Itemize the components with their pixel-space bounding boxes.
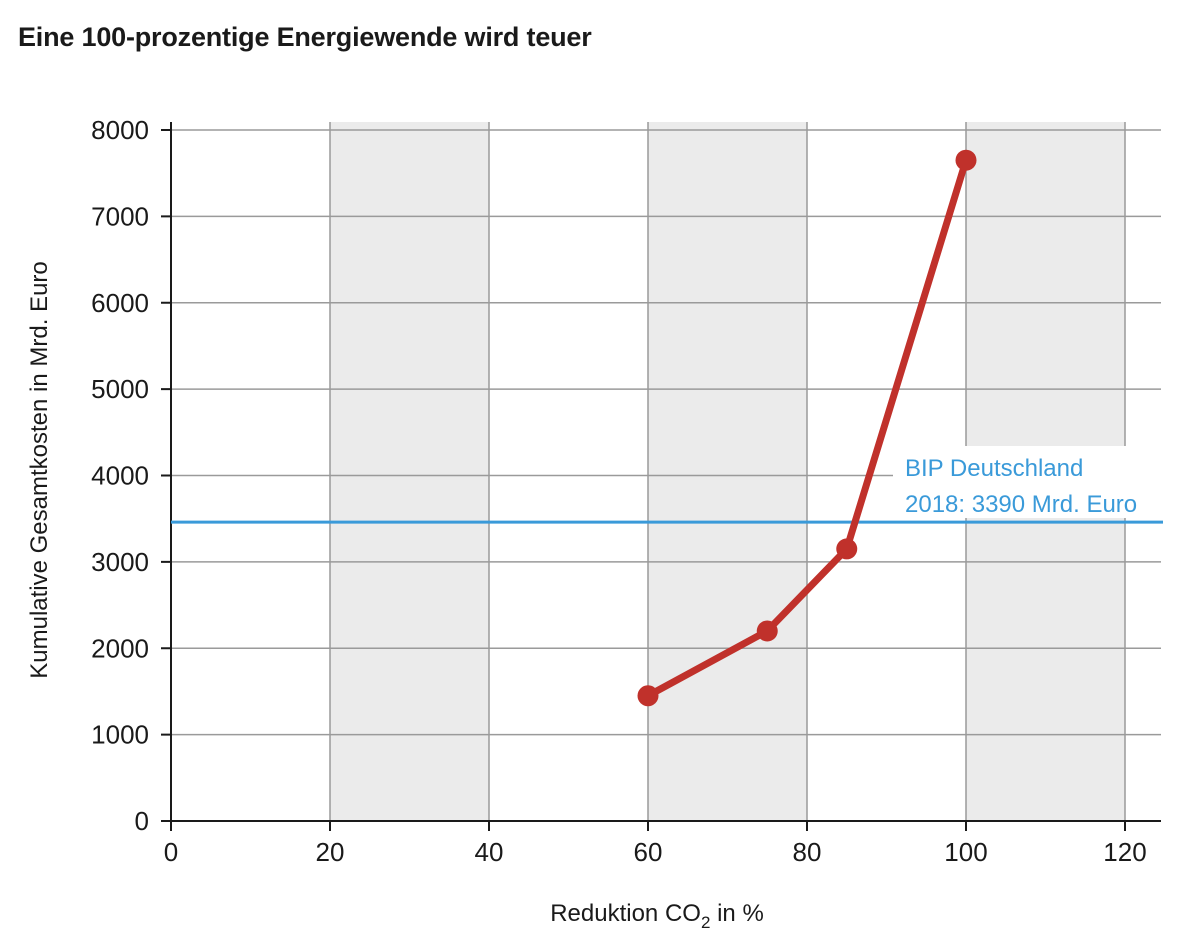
shaded-bands xyxy=(330,122,1125,821)
x-tick-label-40: 40 xyxy=(475,837,504,867)
data-point-1 xyxy=(756,620,778,642)
x-tick-label-80: 80 xyxy=(793,837,822,867)
reference-label-line2: 2018: 3390 Mrd. Euro xyxy=(905,491,1137,518)
series-line-0 xyxy=(644,156,970,700)
axes: 0 1000 2000 3000 4000 5000 6000 7000 8000 0 20 40 60… xyxy=(91,115,1161,867)
reference-line-group: BIP Deutschland 2018: 3390 Mrd. Euro xyxy=(171,446,1163,524)
shaded-band-1 xyxy=(648,122,807,821)
y-tick-label-8000: 8000 xyxy=(91,115,149,145)
y-tick-label-3000: 3000 xyxy=(91,547,149,577)
x-axis-label: Reduktion CO2 in % xyxy=(550,900,764,932)
shaded-band-0 xyxy=(330,122,489,821)
reference-label-background xyxy=(893,446,1161,518)
axis-labels: Kumulative Gesamtkosten in Mrd. Euro Red… xyxy=(26,261,764,932)
y-tick-label-2000: 2000 xyxy=(91,633,149,663)
series-group xyxy=(637,149,977,707)
y-tick-label-5000: 5000 xyxy=(91,374,149,404)
y-tick-label-4000: 4000 xyxy=(91,461,149,491)
data-point-3 xyxy=(955,149,977,171)
y-axis-label: Kumulative Gesamtkosten in Mrd. Euro xyxy=(26,261,53,679)
x-tick-label-0: 0 xyxy=(164,837,178,867)
reference-label-line1: BIP Deutschland xyxy=(905,455,1083,482)
y-tick-label-7000: 7000 xyxy=(91,201,149,231)
x-tick-label-100: 100 xyxy=(944,837,987,867)
x-tick-label-20: 20 xyxy=(316,837,345,867)
data-point-2 xyxy=(836,538,858,560)
x-tick-label-60: 60 xyxy=(634,837,663,867)
y-tick-label-6000: 6000 xyxy=(91,288,149,318)
y-tick-label-0: 0 xyxy=(135,806,149,836)
x-tick-label-120: 120 xyxy=(1103,837,1146,867)
y-tick-label-1000: 1000 xyxy=(91,720,149,750)
x-axis-label-prefix: Reduktion CO xyxy=(550,900,701,927)
x-axis-label-suffix: in % xyxy=(710,900,763,927)
chart-title: Eine 100-prozentige Energiewende wird te… xyxy=(18,22,592,52)
x-axis-label-sub: 2 xyxy=(701,913,710,932)
data-point-0 xyxy=(637,685,659,707)
